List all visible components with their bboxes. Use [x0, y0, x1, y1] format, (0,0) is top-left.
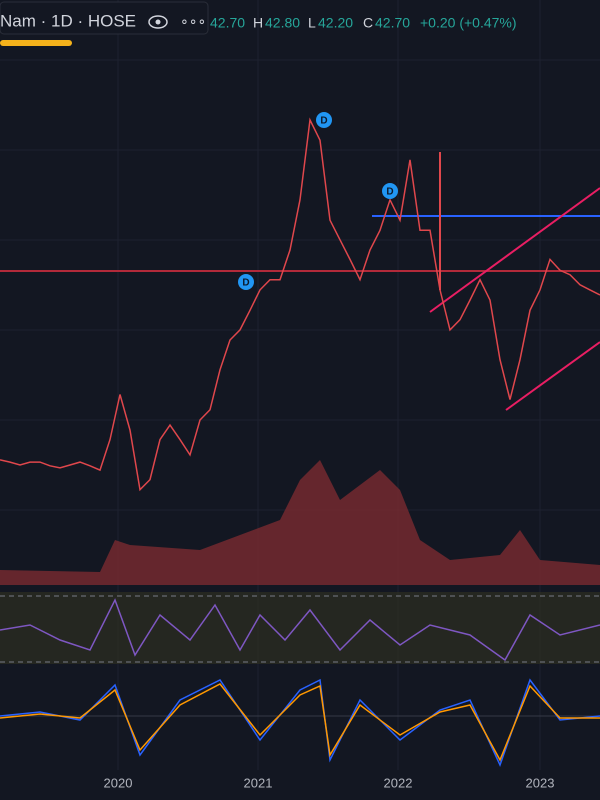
- low-value: 42.20: [318, 15, 353, 31]
- eye-icon[interactable]: [148, 15, 168, 29]
- x-label: 2020: [104, 775, 133, 790]
- marker-label: D: [386, 187, 393, 198]
- rsi-line: [0, 598, 600, 662]
- high-value: 42.80: [265, 15, 300, 31]
- low-label: L: [308, 15, 316, 31]
- x-label: 2023: [526, 775, 555, 790]
- drawings: [0, 152, 600, 411]
- x-label: 2022: [384, 775, 413, 790]
- close-label: C: [363, 15, 373, 31]
- marker-label: D: [320, 116, 327, 127]
- dividend-marker[interactable]: [316, 112, 332, 128]
- open-value: 42.70: [210, 15, 245, 31]
- symbol[interactable]: Nam · 1D · HOSE: [0, 11, 136, 30]
- more-menu[interactable]: ∘∘∘: [180, 13, 206, 29]
- progress-bar: [0, 40, 72, 46]
- dividend-marker[interactable]: [238, 274, 254, 290]
- signal-line: [0, 683, 600, 762]
- dividend-marker[interactable]: [382, 183, 398, 199]
- marker-label: D: [242, 278, 249, 289]
- rsi-pane: [0, 592, 600, 664]
- volume-pane: [0, 460, 600, 585]
- high-label: H: [253, 15, 263, 31]
- close-value: 42.70: [375, 15, 410, 31]
- symbol-box[interactable]: [0, 1, 209, 35]
- price-line: [0, 117, 600, 492]
- macd-line: [0, 678, 600, 767]
- change-value: +0.20 (+0.47%): [420, 15, 517, 31]
- x-label: 2021: [244, 775, 273, 790]
